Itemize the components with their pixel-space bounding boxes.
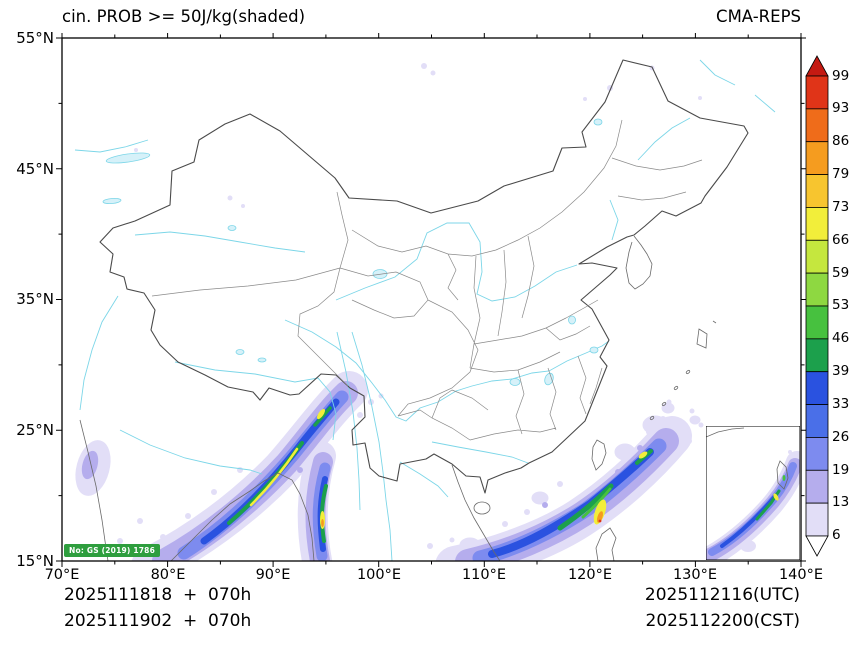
colorbar bbox=[805, 55, 829, 557]
colorbar-label: 6 bbox=[832, 527, 841, 544]
colorbar-segment bbox=[805, 239, 829, 274]
colorbar-label: 79 bbox=[832, 166, 850, 183]
colorbar-segment bbox=[805, 75, 829, 110]
colorbar-segment bbox=[805, 108, 829, 143]
hainan-coastline bbox=[473, 501, 491, 515]
colorbar-label: 46 bbox=[832, 330, 850, 347]
y-tick-label: 15°N bbox=[16, 552, 54, 570]
x-tick-label: 120°E bbox=[567, 567, 613, 583]
prob-shading-yellow-orange bbox=[249, 408, 648, 529]
chart-title: cin. PROB >= 50J/kg(shaded) bbox=[62, 7, 306, 26]
init-time-1: 2025111818 + 070h bbox=[64, 585, 252, 605]
axis-major-ticks bbox=[56, 33, 806, 567]
colorbar-label: 26 bbox=[832, 428, 850, 445]
colorbar-label: 53 bbox=[832, 297, 850, 314]
map-approval-badge: No: GS (2019) 1786 bbox=[64, 544, 161, 557]
colorbar-top-arrow bbox=[805, 55, 829, 77]
y-tick-label: 35°N bbox=[16, 290, 54, 308]
colorbar-segment bbox=[805, 305, 829, 340]
colorbar-labels: 99 93 86 79 73 66 59 53 46 39 33 26 19 1… bbox=[832, 67, 859, 544]
colorbar-label: 93 bbox=[832, 100, 850, 117]
taiwan-coastline bbox=[591, 439, 607, 471]
inset-taiwan-coastline bbox=[776, 460, 789, 490]
colorbar-segment bbox=[805, 272, 829, 307]
colorbar-label: 99 bbox=[832, 67, 850, 84]
prob-shading-lavender bbox=[75, 371, 701, 561]
colorbar-segment bbox=[805, 404, 829, 438]
colorbar-bottom-arrow bbox=[805, 535, 829, 557]
rivers bbox=[74, 59, 776, 561]
province-boundaries bbox=[151, 119, 703, 441]
colorbar-segment bbox=[805, 502, 829, 537]
colorbar-label: 73 bbox=[832, 198, 850, 215]
x-tick-label: 140°E bbox=[778, 567, 824, 583]
colorbar-label: 39 bbox=[832, 363, 850, 380]
plot-frame bbox=[61, 37, 802, 562]
valid-time-cst: 2025112200(CST) bbox=[645, 611, 800, 631]
colorbar-segment bbox=[805, 469, 829, 504]
y-tick-label: 25°N bbox=[16, 421, 54, 439]
x-tick-label: 100°E bbox=[356, 567, 402, 583]
colorbar-segment bbox=[805, 371, 829, 405]
colorbar-segment bbox=[805, 207, 829, 241]
x-tick-label: 70°E bbox=[44, 567, 80, 583]
axis-minor-ticks bbox=[58, 34, 805, 565]
x-tick-label: 90°E bbox=[255, 567, 291, 583]
colorbar-label: 13 bbox=[832, 494, 850, 511]
colorbar-segment bbox=[805, 174, 829, 208]
y-tick-label: 45°N bbox=[16, 160, 54, 178]
colorbar-segment bbox=[805, 338, 829, 373]
model-label: CMA-REPS bbox=[716, 7, 801, 26]
y-tick-label: 55°N bbox=[16, 29, 54, 47]
colorbar-label: 86 bbox=[832, 133, 850, 150]
colorbar-label: 66 bbox=[832, 231, 850, 248]
valid-time-utc: 2025112116(UTC) bbox=[644, 585, 800, 605]
init-time-2: 2025111902 + 070h bbox=[64, 611, 252, 631]
china-border bbox=[99, 59, 749, 494]
x-tick-label: 80°E bbox=[150, 567, 186, 583]
colorbar-segment bbox=[805, 141, 829, 175]
colorbar-label: 19 bbox=[832, 461, 850, 478]
lakes bbox=[102, 118, 603, 386]
inset-map bbox=[706, 426, 800, 560]
x-tick-label: 110°E bbox=[461, 567, 507, 583]
x-tick-label: 130°E bbox=[672, 567, 718, 583]
colorbar-label: 59 bbox=[832, 264, 850, 281]
colorbar-segment bbox=[805, 437, 829, 471]
colorbar-label: 33 bbox=[832, 395, 850, 412]
